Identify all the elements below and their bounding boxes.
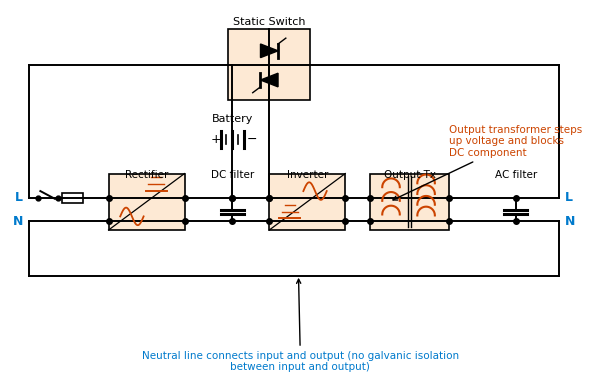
Text: Output Tx: Output Tx [384,170,435,180]
Text: Static Switch: Static Switch [233,17,306,28]
Text: DC filter: DC filter [211,170,254,180]
Text: Output transformer steps
up voltage and blocks
DC component: Output transformer steps up voltage and … [393,125,583,200]
Text: Battery: Battery [212,114,253,124]
Text: L: L [15,191,23,204]
Bar [109,173,185,230]
Bar [270,173,345,230]
Text: N: N [12,215,23,228]
Text: Neutral line connects input and output (no galvanic isolation
between input and : Neutral line connects input and output (… [142,279,459,372]
Text: Inverter: Inverter [287,170,328,180]
Polygon shape [260,73,278,87]
Bar [228,29,310,99]
Text: AC filter: AC filter [495,170,537,180]
Polygon shape [260,44,278,58]
Text: N: N [564,215,575,228]
Text: +: + [211,133,221,146]
Text: Rectifier: Rectifier [125,170,168,180]
Bar [370,173,449,230]
Bar [62,193,84,203]
Text: −: − [246,133,257,146]
Text: L: L [564,191,572,204]
